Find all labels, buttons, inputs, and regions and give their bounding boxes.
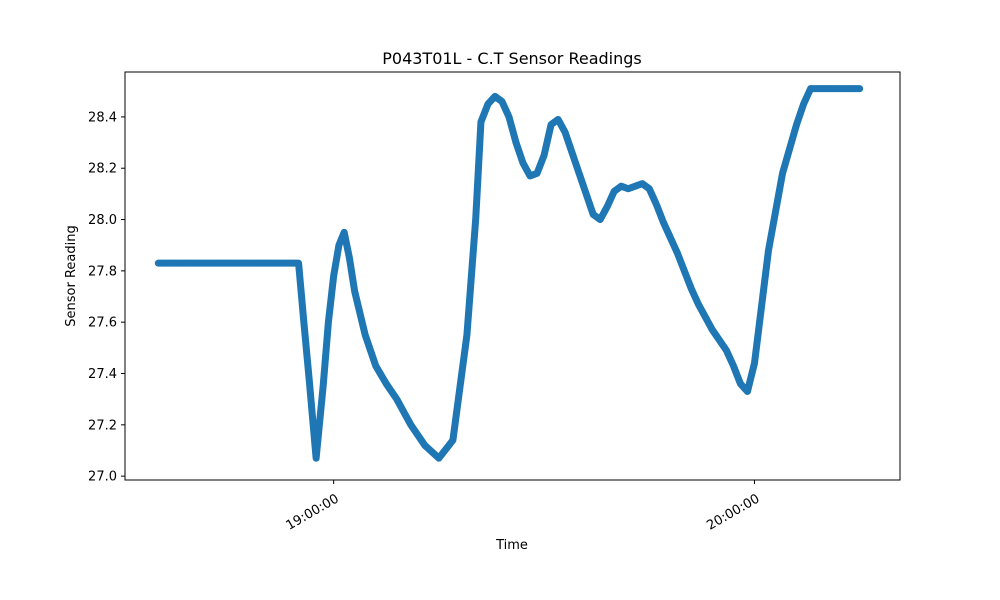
- y-tick-label: 28.2: [88, 162, 117, 177]
- y-tick-label: 27.0: [88, 470, 117, 485]
- data-point: [856, 85, 863, 92]
- chart-title: P043T01L - C.T Sensor Readings: [382, 49, 642, 68]
- plot-area: 27.0 27.2 27.4 27.6 27.8 28.0 28.2 28.4 19:00:00…: [88, 71, 901, 534]
- y-tick-label: 27.8: [88, 264, 117, 279]
- y-axis-label: Sensor Reading: [64, 225, 79, 326]
- series-line: [154, 85, 864, 462]
- y-tick-label: 27.6: [88, 316, 117, 331]
- y-tick-label: 27.4: [88, 367, 117, 382]
- y-tick-label: 27.2: [88, 418, 117, 433]
- x-tick-label: 19:00:00: [284, 491, 342, 533]
- y-tick-label: 28.0: [88, 213, 117, 228]
- x-axis-label: Time: [495, 538, 528, 553]
- x-tick-label: 20:00:00: [704, 491, 762, 533]
- plot-frame: [124, 71, 901, 481]
- y-tick-label: 28.4: [88, 110, 117, 125]
